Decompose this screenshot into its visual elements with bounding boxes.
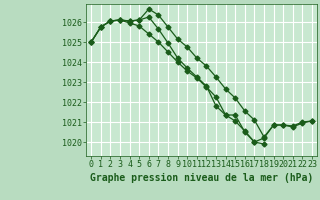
X-axis label: Graphe pression niveau de la mer (hPa): Graphe pression niveau de la mer (hPa): [90, 173, 313, 183]
